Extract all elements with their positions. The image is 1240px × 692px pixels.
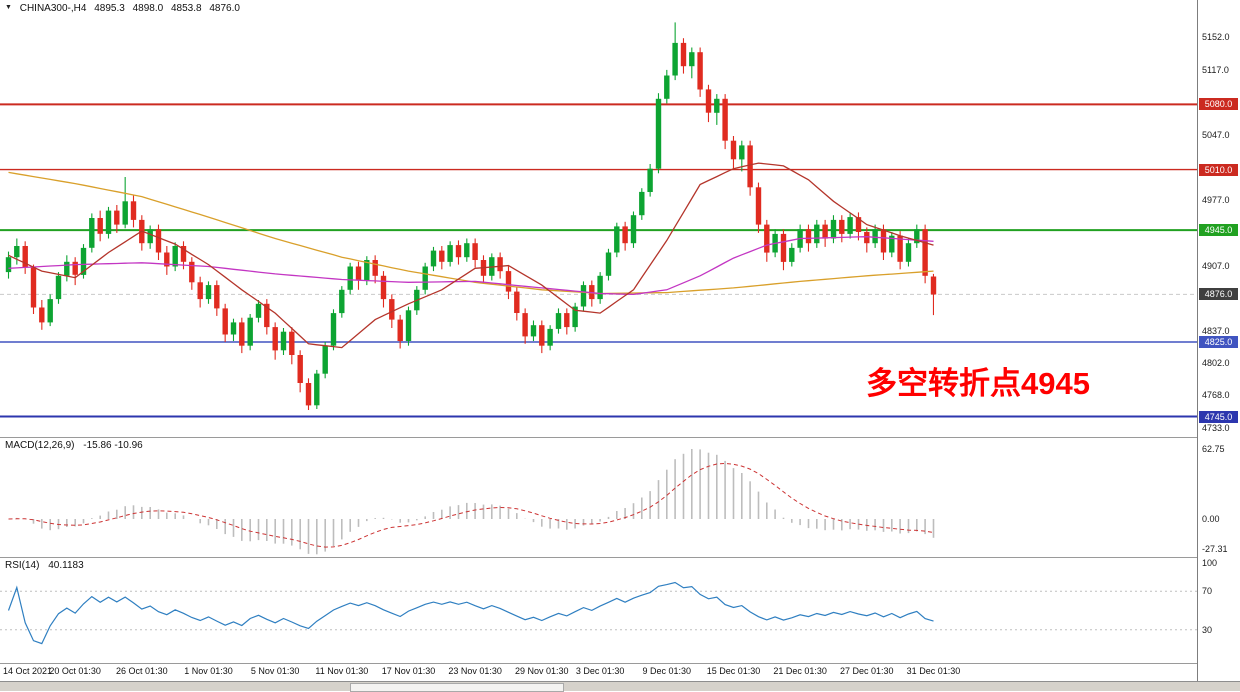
- macd-tick-label: -27.31: [1202, 544, 1228, 555]
- symbol-dropdown-icon[interactable]: ▼: [5, 4, 12, 11]
- time-axis-label: 17 Nov 01:30: [381, 666, 436, 676]
- macd-tick-label: 62.75: [1202, 443, 1225, 454]
- macd-canvas[interactable]: [0, 438, 1197, 557]
- time-axis-label: 3 Dec 01:30: [575, 666, 625, 676]
- chart-annotation-text: 多空转折点4945: [866, 366, 1090, 401]
- time-axis-label: 29 Nov 01:30: [515, 666, 569, 676]
- macd-values: -15.86 -10.96: [83, 440, 143, 451]
- time-axis-label: 15 Dec 01:30: [706, 666, 761, 676]
- time-axis-label: 9 Dec 01:30: [642, 666, 692, 676]
- price-tick-label: 4733.0: [1202, 422, 1230, 433]
- price-tick-label: 5117.0: [1202, 64, 1229, 75]
- rsi-name: RSI(14): [5, 560, 40, 571]
- ma-line-medium: [8, 236, 934, 296]
- panel-separator-rsi-time: [0, 663, 1240, 664]
- macd-panel[interactable]: MACD(12,26,9) -15.86 -10.96: [0, 438, 1197, 557]
- time-axis-label: 26 Oct 01:30: [116, 666, 168, 676]
- price-tick-label: 4802.0: [1202, 358, 1230, 369]
- ohlc-low: 4853.8: [170, 3, 202, 14]
- rsi-panel[interactable]: RSI(14) 40.1183: [0, 558, 1197, 663]
- price-level-badge: 5080.0: [1199, 98, 1238, 111]
- time-axis-label: 14 Oct 2021: [3, 666, 53, 676]
- price-level-badge: 4825.0: [1199, 335, 1238, 348]
- time-axis[interactable]: 14 Oct 2021 20 Oct 01:30 26 Oct 01:30 1 Nov…: [0, 664, 1197, 680]
- price-chart-canvas[interactable]: [0, 0, 1197, 437]
- rsi-line: [7, 581, 934, 645]
- time-axis-label: 11 Nov 01:30: [315, 666, 369, 676]
- price-tick-label: 4907.0: [1202, 260, 1230, 271]
- candles: [5, 22, 937, 410]
- rsi-value: 40.1183: [48, 560, 84, 571]
- symbol-timeframe: CHINA300-,H4: [19, 3, 87, 14]
- price-tick-label: 4768.0: [1202, 390, 1230, 401]
- rsi-canvas[interactable]: [0, 558, 1197, 663]
- horizontal-scrollbar[interactable]: [0, 681, 1240, 692]
- macd-name: MACD(12,26,9): [5, 440, 75, 451]
- macd-indicator-label: MACD(12,26,9) -15.86 -10.96: [5, 440, 143, 451]
- price-tick-label: 5047.0: [1202, 130, 1230, 141]
- rsi-indicator-label: RSI(14) 40.1183: [5, 560, 84, 571]
- panel-separator-main-macd[interactable]: [0, 437, 1240, 438]
- ma-line-fast: [8, 162, 934, 349]
- price-tick-label: 4837.0: [1202, 325, 1230, 336]
- current-price-badge: 4876.0: [1199, 288, 1238, 301]
- rsi-tick-label: 70: [1202, 586, 1213, 597]
- rsi-tick-label: 100: [1202, 557, 1218, 568]
- price-level-badge: 4945.0: [1199, 224, 1238, 237]
- time-axis-label: 20 Oct 01:30: [49, 666, 101, 676]
- price-axis[interactable]: 5152.0 5117.0 5047.0 4977.0 4907.0 4837.0 4802…: [1197, 0, 1240, 681]
- time-axis-label: 21 Dec 01:30: [773, 666, 827, 676]
- time-axis-label: 5 Nov 01:30: [250, 666, 300, 676]
- time-axis-label: 31 Dec 01:30: [906, 666, 961, 676]
- price-level-badge: 5010.0: [1199, 163, 1238, 176]
- ohlc-high: 4898.0: [132, 3, 164, 14]
- price-tick-label: 4977.0: [1202, 195, 1230, 206]
- time-axis-label: 27 Dec 01:30: [840, 666, 894, 676]
- time-axis-label: 23 Nov 01:30: [448, 666, 502, 676]
- ohlc-open: 4895.3: [94, 3, 125, 14]
- price-tick-label: 5152.0: [1202, 32, 1230, 43]
- price-level-badge: 4745.0: [1199, 410, 1238, 423]
- chart-ohlc-readout: ▼ CHINA300-,H4 4895.3 4898.0 4853.8 4876…: [5, 3, 245, 14]
- macd-tick-label: 0.00: [1202, 513, 1220, 524]
- macd-histogram: [15, 449, 935, 555]
- price-chart-panel[interactable]: ▼ CHINA300-,H4 4895.3 4898.0 4853.8 4876…: [0, 0, 1197, 437]
- ohlc-close: 4876.0: [209, 3, 240, 14]
- time-axis-label: 1 Nov 01:30: [184, 666, 233, 676]
- macd-signal-line: [8, 462, 934, 548]
- rsi-tick-label: 30: [1202, 624, 1213, 635]
- panel-separator-macd-rsi[interactable]: [0, 557, 1240, 558]
